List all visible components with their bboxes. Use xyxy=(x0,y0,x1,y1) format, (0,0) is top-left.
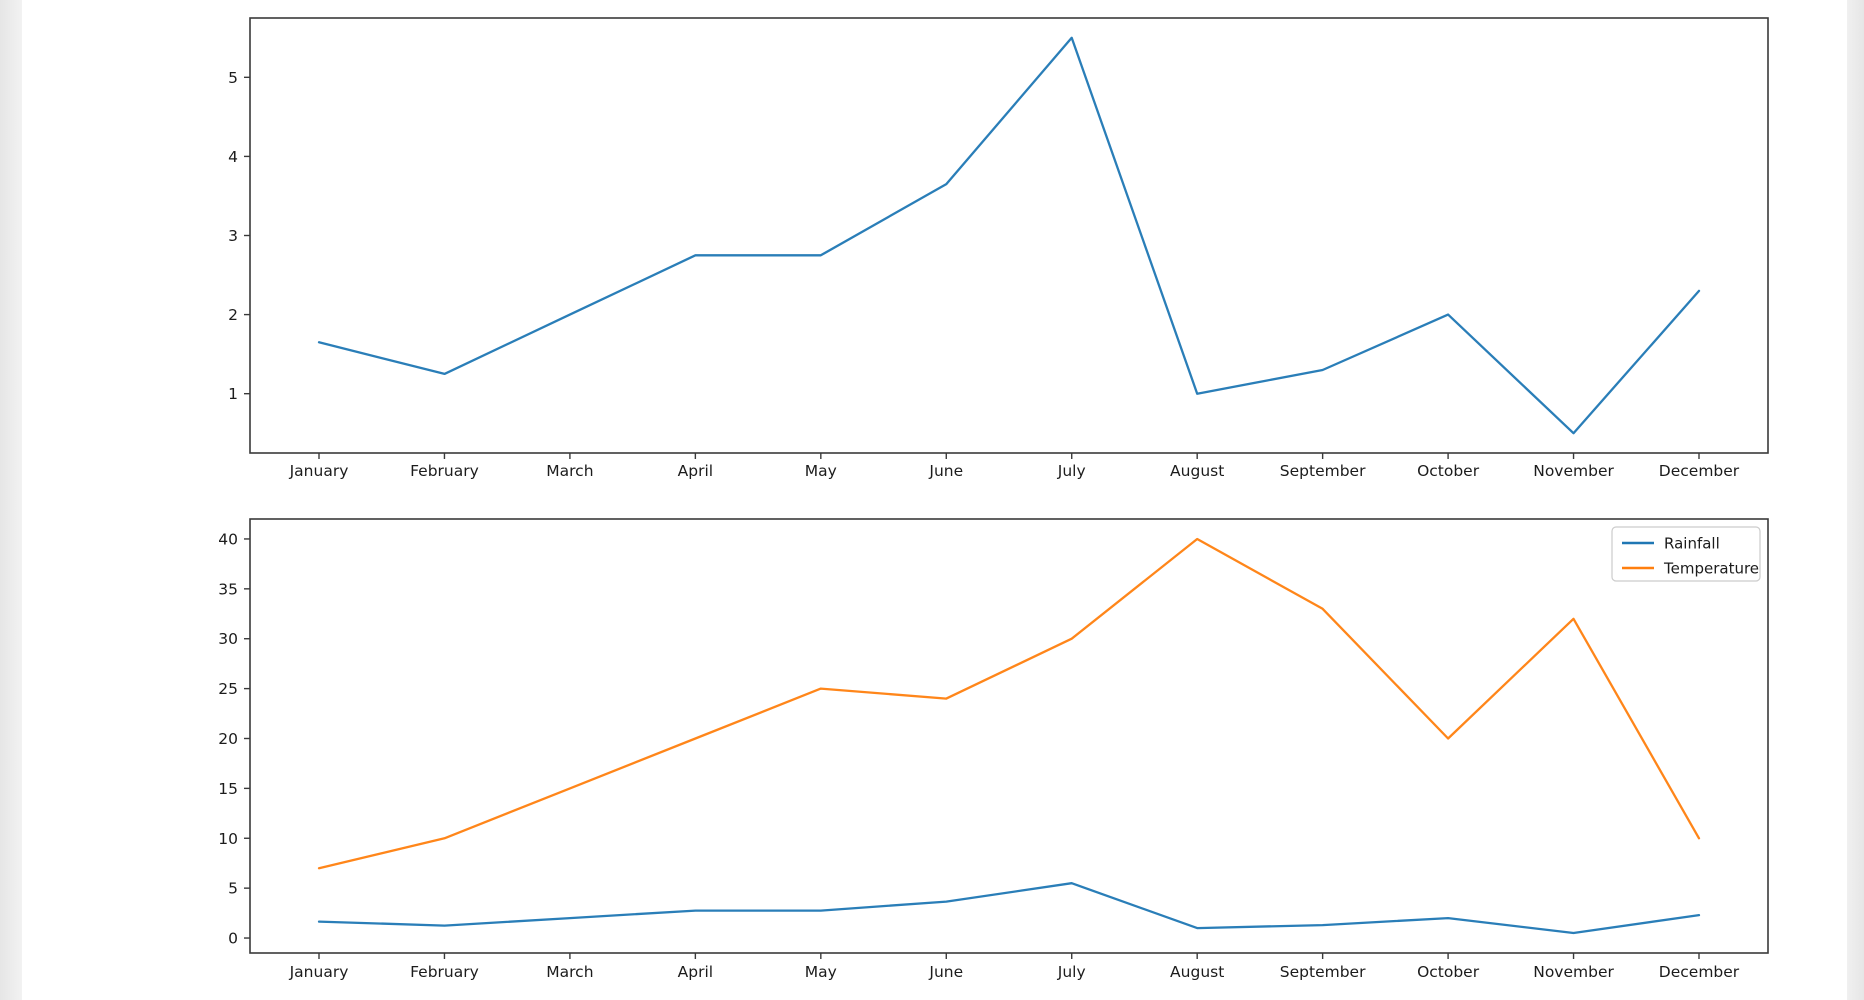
x-tick-label: August xyxy=(1170,462,1224,480)
x-tick-label: March xyxy=(546,462,593,480)
x-tick-label: February xyxy=(410,462,479,480)
x-tick-label: June xyxy=(928,462,963,480)
y-tick-label: 3 xyxy=(228,227,238,245)
y-tick-label: 5 xyxy=(228,69,238,87)
x-tick-label: January xyxy=(289,963,349,981)
y-tick-label: 5 xyxy=(228,880,238,898)
x-tick-label: January xyxy=(289,462,349,480)
plot-border xyxy=(249,518,1769,954)
rainfall-temperature-chart: January February March April May June July Augu… xyxy=(218,518,1769,981)
plot-border xyxy=(249,17,1769,454)
y-tick-label: 4 xyxy=(228,148,238,166)
y-tick-label: 1 xyxy=(228,385,238,403)
legend: Rainfall Temperature xyxy=(1611,526,1761,582)
y-tick-label: 35 xyxy=(218,580,238,598)
y-tick-label: 0 xyxy=(228,930,238,948)
x-tick-label: May xyxy=(805,963,837,981)
x-tick-label: October xyxy=(1417,462,1480,480)
x-tick-label: September xyxy=(1280,462,1366,480)
y-tick-label: 2 xyxy=(228,306,238,324)
y-tick-label: 10 xyxy=(218,830,238,848)
left-gutter xyxy=(0,0,22,1000)
x-tick-label: September xyxy=(1280,963,1366,981)
x-tick-label: November xyxy=(1533,462,1614,480)
legend-label-temperature: Temperature xyxy=(1663,560,1759,578)
x-tick-label: December xyxy=(1659,963,1740,981)
x-tick-label: April xyxy=(678,462,713,480)
x-tick-label: June xyxy=(928,963,963,981)
y-tick-label: 20 xyxy=(218,730,238,748)
figure-area xyxy=(22,0,1847,1000)
x-tick-label: May xyxy=(805,462,837,480)
y-tick-label: 25 xyxy=(218,680,238,698)
x-tick-label: April xyxy=(678,963,713,981)
right-gutter xyxy=(1847,0,1864,1000)
x-tick-label: November xyxy=(1533,963,1614,981)
temperature-line xyxy=(317,537,1701,870)
x-tick-label: December xyxy=(1659,462,1740,480)
x-tick-label: October xyxy=(1417,963,1480,981)
y-tick-label: 15 xyxy=(218,780,238,798)
legend-label-rainfall: Rainfall xyxy=(1664,535,1720,553)
x-tick-label: July xyxy=(1057,462,1086,480)
y-tick-label: 40 xyxy=(218,530,238,548)
rainfall-line xyxy=(317,882,1701,935)
y-tick-label: 30 xyxy=(218,630,238,648)
rainfall-line xyxy=(317,36,1701,435)
rainfall-chart: January February March April May June July Augu… xyxy=(228,17,1769,480)
x-tick-label: February xyxy=(410,963,479,981)
x-tick-label: August xyxy=(1170,963,1224,981)
x-tick-label: July xyxy=(1057,963,1086,981)
x-tick-label: March xyxy=(546,963,593,981)
